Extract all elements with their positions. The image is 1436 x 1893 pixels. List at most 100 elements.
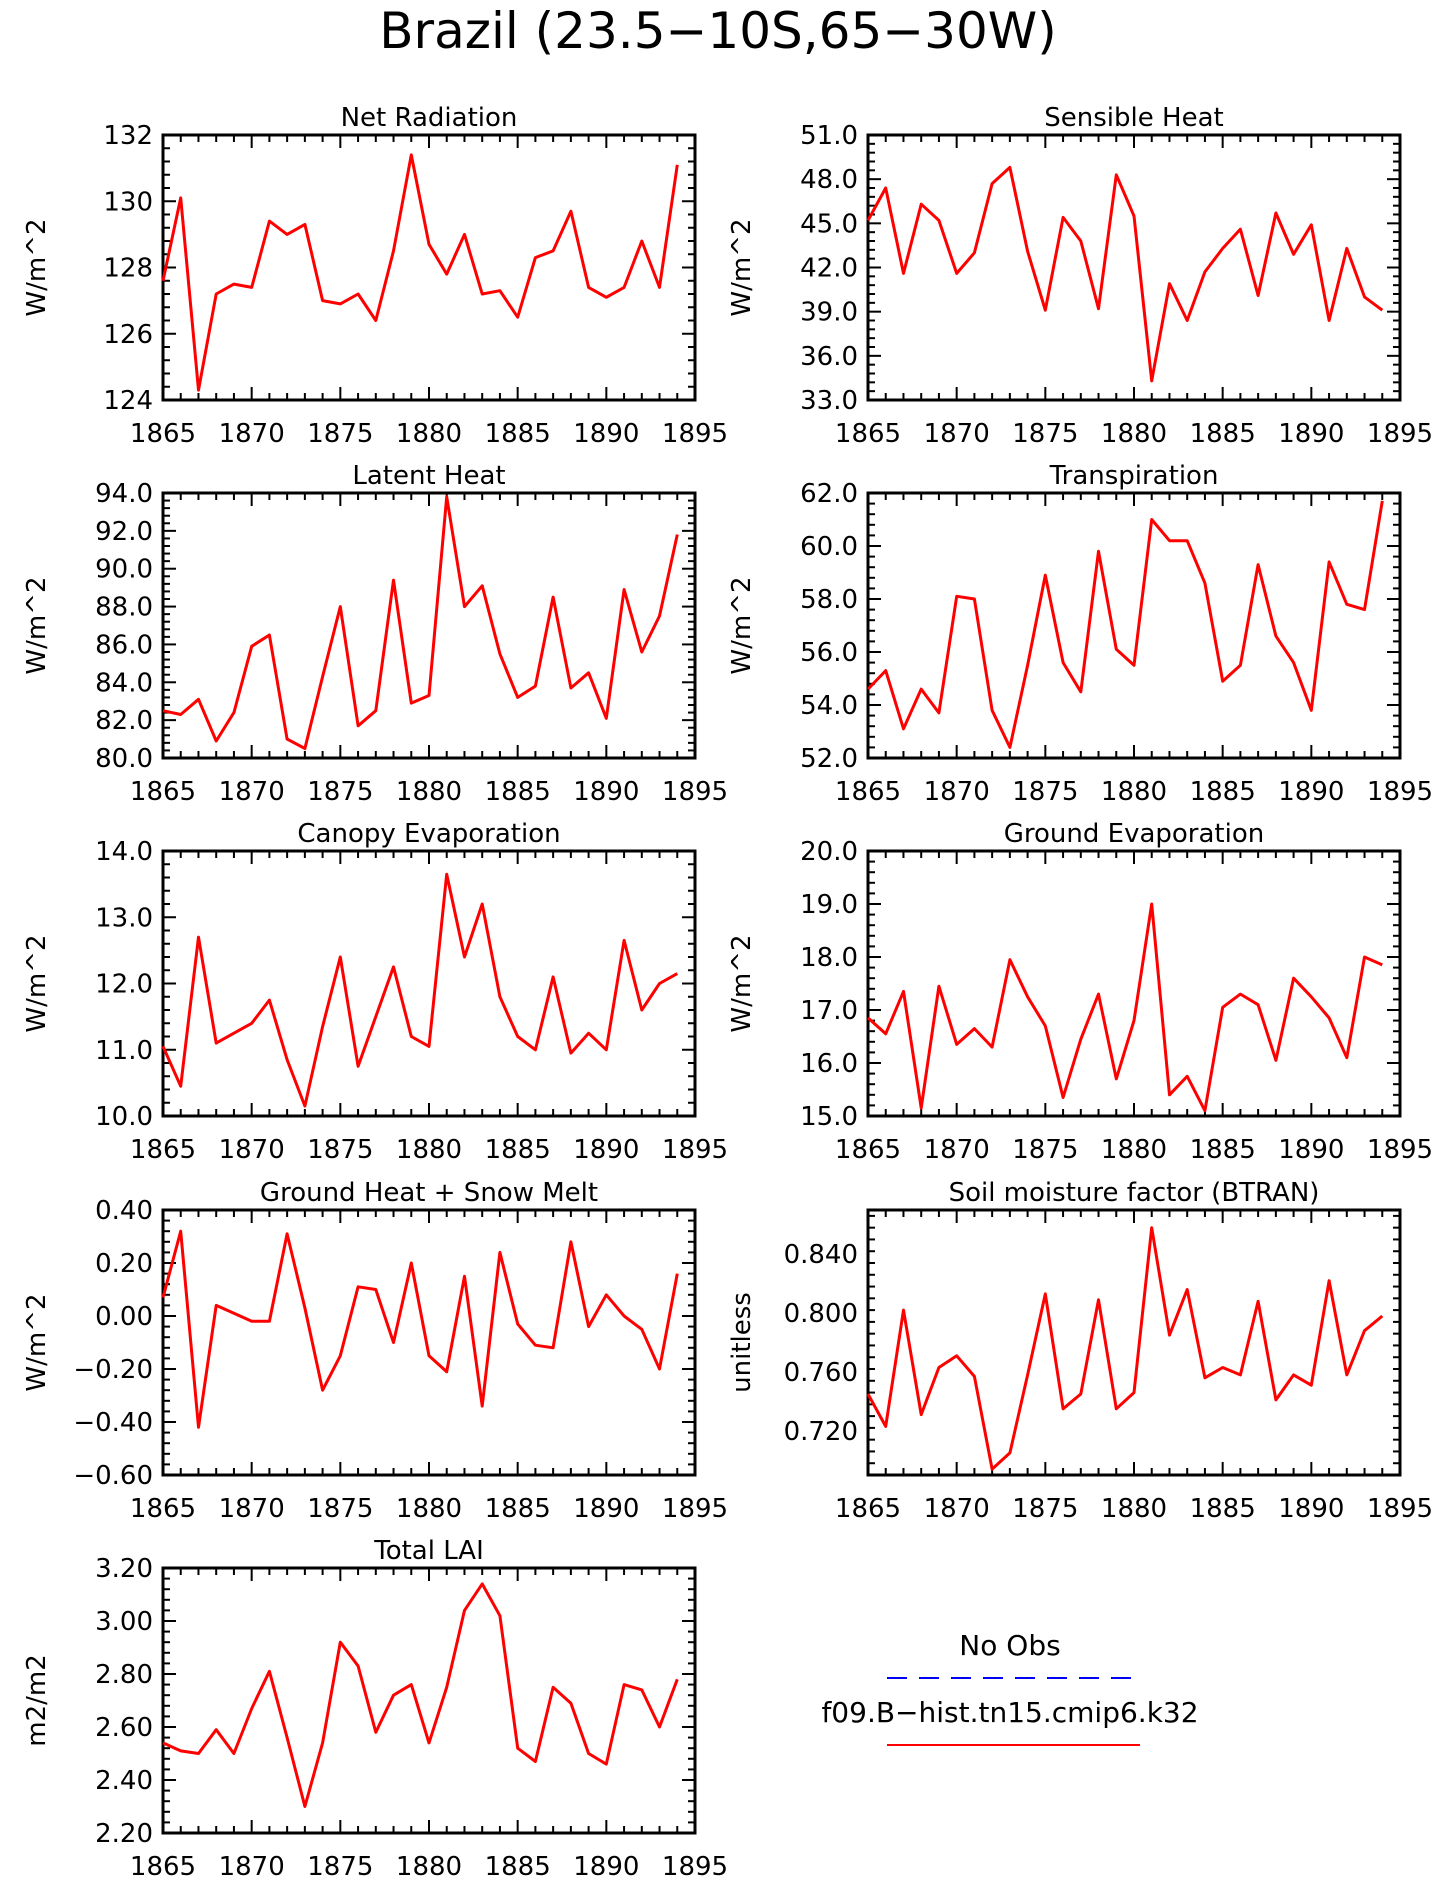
x-tick-label: 1870 [219, 1852, 285, 1882]
x-tick-label: 1880 [1101, 1494, 1167, 1524]
x-tick-label: 1885 [1190, 777, 1256, 807]
x-tick-label: 1880 [1101, 1135, 1167, 1165]
x-tick-label: 1875 [307, 1135, 373, 1165]
x-tick-label: 1870 [924, 1494, 990, 1524]
panel-0: Net Radiation 1865 1870 1875 1880 1885 1890 189… [22, 103, 728, 449]
x-tick-label: 1880 [396, 1852, 462, 1882]
y-tick-label: 56.0 [800, 638, 858, 668]
y-tick-label: 2.40 [95, 1766, 153, 1796]
series-line [866, 500, 1384, 749]
x-tick-label: 1885 [1190, 1494, 1256, 1524]
y-tick-label: 0.720 [784, 1417, 858, 1447]
panel-7: Soil moisture factor (BTRAN) 1865 1870 1875… [727, 1178, 1433, 1524]
y-tick-label: 2.60 [95, 1713, 153, 1743]
panel-2: Latent Heat 1865 1870 1875 1880 1885 1890 1895 8… [22, 461, 728, 807]
x-tick-label: 1885 [1190, 419, 1256, 449]
x-tick-label: 1865 [130, 1852, 196, 1882]
panel-title: Net Radiation [341, 103, 518, 133]
x-tick-label: 1880 [1101, 777, 1167, 807]
y-tick-label: −0.20 [73, 1355, 153, 1385]
x-tick-label: 1890 [1278, 1494, 1344, 1524]
y-axis-label: m2/m2 [22, 1654, 52, 1747]
legend-label-model: f09.B−hist.tn15.cmip6.k32 [821, 1696, 1198, 1729]
y-tick-label: 2.80 [95, 1660, 153, 1690]
x-tick-label: 1875 [1012, 777, 1078, 807]
y-tick-label: 0.800 [784, 1299, 858, 1329]
x-tick-label: 1865 [130, 419, 196, 449]
series-line [161, 1229, 679, 1429]
panel-title: Ground Heat + Snow Melt [260, 1178, 598, 1208]
y-tick-label: 0.00 [95, 1302, 153, 1332]
x-tick-label: 1885 [485, 1135, 551, 1165]
y-tick-label: 16.0 [800, 1049, 858, 1079]
plot-frame [866, 1208, 1402, 1477]
y-tick-label: 19.0 [800, 890, 858, 920]
x-tick-label: 1885 [485, 1852, 551, 1882]
x-tick-label: 1880 [396, 1135, 462, 1165]
y-tick-label: 3.00 [95, 1607, 153, 1637]
x-tick-label: 1870 [219, 777, 285, 807]
x-tick-label: 1875 [307, 1852, 373, 1882]
y-tick-label: 62.0 [800, 479, 858, 509]
series-line [161, 153, 679, 392]
x-tick-label: 1895 [1367, 1494, 1433, 1524]
panel-title: Ground Evaporation [1004, 819, 1264, 849]
plot-frame [161, 1566, 697, 1835]
x-tick-label: 1865 [835, 777, 901, 807]
x-tick-label: 1870 [219, 1135, 285, 1165]
y-tick-label: 94.0 [95, 479, 153, 509]
x-tick-label: 1870 [924, 1135, 990, 1165]
y-tick-label: −0.60 [73, 1461, 153, 1491]
y-axis-label: W/m^2 [22, 1293, 52, 1391]
panel-1: Sensible Heat 1865 1870 1875 1880 1885 1890 189… [727, 103, 1433, 449]
x-tick-label: 1885 [485, 1494, 551, 1524]
x-tick-label: 1880 [396, 419, 462, 449]
y-axis-label: W/m^2 [22, 934, 52, 1032]
y-tick-label: 39.0 [800, 298, 858, 328]
x-tick-label: 1865 [835, 419, 901, 449]
x-tick-label: 1880 [396, 777, 462, 807]
x-tick-label: 1870 [219, 419, 285, 449]
plot-frame [161, 133, 697, 402]
x-tick-label: 1890 [573, 1135, 639, 1165]
series-line [162, 495, 679, 750]
y-tick-label: 12.0 [95, 970, 153, 1000]
x-tick-label: 1875 [1012, 1494, 1078, 1524]
y-tick-label: 13.0 [95, 903, 153, 933]
y-tick-label: 15.0 [800, 1102, 858, 1132]
y-tick-label: 84.0 [95, 668, 153, 698]
y-tick-label: 11.0 [95, 1036, 153, 1066]
x-tick-label: 1890 [573, 777, 639, 807]
x-tick-label: 1885 [485, 419, 551, 449]
y-tick-label: 17.0 [800, 996, 858, 1026]
series-line [866, 165, 1384, 383]
x-tick-label: 1875 [1012, 419, 1078, 449]
x-tick-label: 1880 [1101, 419, 1167, 449]
y-tick-label: 132 [103, 121, 153, 151]
y-tick-label: 0.20 [95, 1249, 153, 1279]
x-tick-label: 1865 [130, 1494, 196, 1524]
panel-6: Ground Heat + Snow Melt 1865 1870 1875 1880 1… [22, 1178, 728, 1524]
legend-label-obs: No Obs [959, 1629, 1060, 1662]
y-tick-label: 0.840 [784, 1240, 858, 1270]
x-tick-label: 1865 [835, 1135, 901, 1165]
y-tick-label: 42.0 [800, 254, 858, 284]
y-axis-label: unitless [727, 1292, 757, 1393]
x-tick-label: 1890 [1278, 1135, 1344, 1165]
x-tick-label: 1895 [662, 1852, 728, 1882]
y-tick-label: 128 [103, 254, 153, 284]
panel-4: Canopy Evaporation 1865 1870 1875 1880 1885 18… [22, 819, 728, 1165]
y-tick-label: 0.40 [95, 1196, 153, 1226]
x-tick-label: 1880 [396, 1494, 462, 1524]
x-tick-label: 1865 [130, 777, 196, 807]
y-axis-label: W/m^2 [727, 576, 757, 674]
series-line [866, 902, 1383, 1113]
y-tick-label: 80.0 [95, 744, 153, 774]
panel-title: Soil moisture factor (BTRAN) [949, 1178, 1320, 1208]
x-tick-label: 1885 [1190, 1135, 1256, 1165]
x-tick-label: 1890 [573, 419, 639, 449]
panel-title: Total LAI [373, 1536, 484, 1566]
y-tick-label: 54.0 [800, 691, 858, 721]
plot-frame [161, 491, 697, 760]
